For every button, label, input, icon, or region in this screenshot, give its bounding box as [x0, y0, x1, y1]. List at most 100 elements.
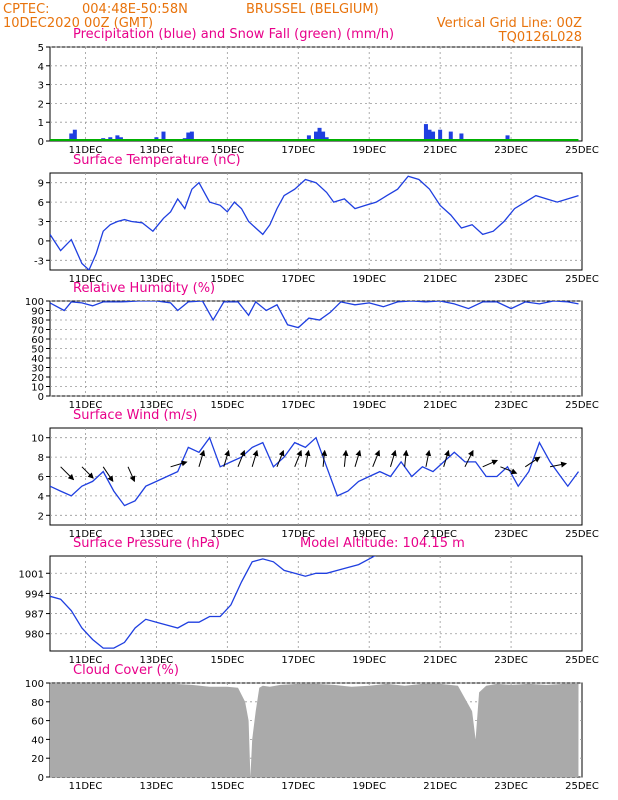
y-tick-label: 80 [31, 698, 44, 709]
y-tick-label: 2 [38, 99, 44, 110]
precip-bar [438, 129, 443, 141]
y-tick-label: 4 [38, 492, 44, 503]
y-tick-label: 6 [38, 198, 44, 209]
wind-arrow [500, 466, 518, 475]
x-tick-label: 25DEC [565, 781, 599, 792]
precip-bar [431, 131, 436, 141]
y-tick-label: -3 [34, 256, 44, 267]
precip-bar [423, 124, 428, 141]
header-source: CPTEC: [3, 2, 50, 17]
wind-arrow [321, 449, 328, 467]
wind-arrow [549, 461, 568, 468]
y-tick-label: 90 [31, 307, 44, 318]
x-tick-label: 11DEC [69, 655, 103, 666]
cloud-area [50, 683, 579, 777]
plot-area [50, 175, 579, 270]
x-tick-label: 23DEC [494, 781, 528, 792]
precip-bar [115, 135, 120, 141]
y-tick-label: 2 [38, 511, 44, 522]
y-tick-label: 0 [38, 773, 44, 784]
x-tick-label: 19DEC [352, 145, 386, 156]
precip-bar [448, 131, 453, 141]
y-tick-label: 20 [31, 754, 44, 765]
y-tick-label: 60 [31, 717, 44, 728]
x-tick-label: 25DEC [565, 529, 599, 540]
x-tick-label: 19DEC [352, 655, 386, 666]
plot-area [50, 301, 579, 329]
y-tick-label: 100 [25, 297, 44, 308]
x-tick-label: 13DEC [140, 145, 174, 156]
precip-bar [189, 131, 194, 141]
wind-arrow [251, 449, 259, 467]
series-line [50, 175, 579, 270]
x-tick-label: 17DEC [281, 145, 315, 156]
precip-bar [69, 133, 74, 141]
wind-arrow [464, 449, 474, 468]
panel-5: 11DEC 13DEC 15DEC 17DEC 19DEC 21DEC 23DEC 25DEC… [19, 536, 599, 666]
x-tick-label: 19DEC [352, 781, 386, 792]
x-tick-label: 15DEC [210, 145, 244, 156]
x-tick-label: 15DEC [210, 529, 244, 540]
x-tick-label: 13DEC [140, 400, 174, 411]
y-tick-label: 40 [31, 735, 44, 746]
x-tick-label: 21DEC [423, 781, 457, 792]
panel-frame [49, 555, 583, 652]
precip-bar [459, 133, 464, 141]
precip-bar [306, 135, 311, 141]
x-tick-label: 13DEC [140, 529, 174, 540]
x-tick-label: 15DEC [210, 781, 244, 792]
x-tick-label: 25DEC [565, 655, 599, 666]
x-tick-label: 19DEC [352, 274, 386, 285]
wind-arrow [237, 449, 246, 467]
y-tick-label: 30 [31, 364, 44, 375]
x-tick-label: 23DEC [494, 145, 528, 156]
y-tick-label: 8 [38, 453, 44, 464]
panel-title: Surface Pressure (hPa) [73, 536, 220, 551]
x-tick-label: 17DEC [281, 781, 315, 792]
x-tick-label: 21DEC [423, 274, 457, 285]
x-tick-label: 15DEC [210, 400, 244, 411]
panel-title: Surface Temperature (nC) [73, 153, 241, 168]
plot-area [50, 436, 580, 507]
precip-bar [317, 127, 322, 141]
y-tick-label: 10 [31, 434, 44, 445]
x-tick-label: 13DEC [140, 274, 174, 285]
x-tick-label: 25DEC [565, 274, 599, 285]
y-tick-label: 1 [38, 118, 44, 129]
panel-4: 11DEC 13DEC 15DEC 17DEC 19DEC 21DEC 23DEC 25DEC… [31, 408, 599, 540]
header-date: 10DEC2020 00Z (GMT) [3, 16, 153, 31]
precip-bar [161, 131, 166, 141]
y-tick-label: 9 [38, 179, 44, 190]
x-tick-label: 15DEC [210, 274, 244, 285]
series-line [50, 301, 579, 329]
y-tick-label: 3 [38, 81, 44, 92]
wind-arrow [425, 449, 432, 467]
x-tick-label: 21DEC [423, 145, 457, 156]
precip-bar [186, 132, 191, 141]
y-tick-label: 50 [31, 345, 44, 356]
y-tick-label: 5 [38, 43, 44, 54]
wind-arrow [342, 449, 349, 467]
panel-6: 11DEC 13DEC 15DEC 17DEC 19DEC 21DEC 23DEC 25DEC… [25, 663, 599, 792]
wind-arrow [102, 466, 114, 483]
plot-area [50, 124, 579, 141]
precip-bar [427, 129, 432, 141]
y-tick-label: 100 [25, 679, 44, 690]
x-tick-label: 23DEC [494, 529, 528, 540]
y-tick-label: 1001 [19, 569, 44, 580]
wind-arrow [223, 449, 231, 467]
header-model-code: TQ0126L028 [498, 30, 582, 45]
y-tick-label: 70 [31, 326, 44, 337]
plot-area [50, 683, 579, 777]
y-tick-label: 60 [31, 335, 44, 346]
x-tick-label: 19DEC [352, 529, 386, 540]
y-tick-label: 0 [38, 392, 44, 403]
panel-1: 11DEC 13DEC 15DEC 17DEC 19DEC 21DEC 23DEC 25DEC… [38, 27, 599, 156]
panel-3: 11DEC 13DEC 15DEC 17DEC 19DEC 21DEC 23DEC 25DEC… [25, 281, 599, 411]
header-station: BRUSSEL (BELGIUM) [246, 2, 379, 17]
series-line [50, 436, 580, 507]
precip-bar [314, 131, 318, 141]
y-tick-label: 980 [25, 630, 44, 641]
y-tick-label: 0 [38, 137, 44, 148]
